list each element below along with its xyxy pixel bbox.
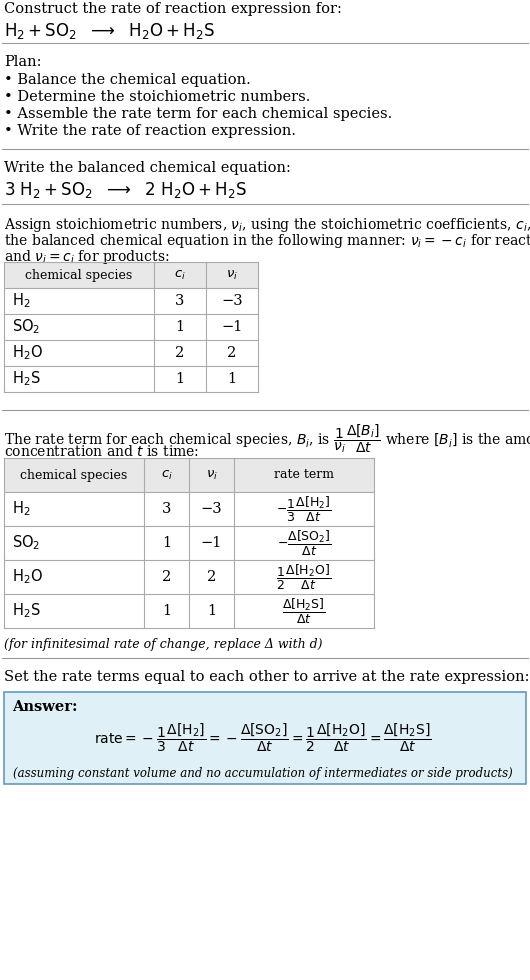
Text: −1: −1 xyxy=(222,320,243,334)
Text: Construct the rate of reaction expression for:: Construct the rate of reaction expressio… xyxy=(4,2,342,16)
Bar xyxy=(4,314,258,340)
Text: 1: 1 xyxy=(175,372,184,386)
Bar xyxy=(4,526,374,560)
Bar xyxy=(4,340,258,366)
Text: chemical species: chemical species xyxy=(20,468,128,481)
Text: $\mathrm{SO_2}$: $\mathrm{SO_2}$ xyxy=(12,534,40,553)
Text: $\mathrm{SO_2}$: $\mathrm{SO_2}$ xyxy=(12,318,40,336)
Text: rate term: rate term xyxy=(274,468,334,481)
Text: (for infinitesimal rate of change, replace Δ with d): (for infinitesimal rate of change, repla… xyxy=(4,638,322,651)
Text: $\nu_i$: $\nu_i$ xyxy=(206,468,217,481)
Text: $-\dfrac{1}{3}\dfrac{\Delta[\mathrm{H_2}]}{\Delta t}$: $-\dfrac{1}{3}\dfrac{\Delta[\mathrm{H_2}… xyxy=(276,495,332,523)
Text: Write the balanced chemical equation:: Write the balanced chemical equation: xyxy=(4,161,291,175)
Bar xyxy=(4,458,374,492)
Text: • Balance the chemical equation.: • Balance the chemical equation. xyxy=(4,73,251,87)
Text: −3: −3 xyxy=(201,502,222,516)
Text: $\mathrm{rate} = -\dfrac{1}{3}\dfrac{\Delta[\mathrm{H_2}]}{\Delta t} = -\dfrac{\: $\mathrm{rate} = -\dfrac{1}{3}\dfrac{\De… xyxy=(94,722,432,755)
Text: 2: 2 xyxy=(175,346,184,360)
Text: 2: 2 xyxy=(227,346,236,360)
Text: −1: −1 xyxy=(201,536,222,550)
Text: 1: 1 xyxy=(207,604,216,618)
Bar xyxy=(4,560,374,594)
Text: 2: 2 xyxy=(207,570,216,584)
Text: $-\dfrac{\Delta[\mathrm{SO_2}]}{\Delta t}$: $-\dfrac{\Delta[\mathrm{SO_2}]}{\Delta t… xyxy=(277,528,331,558)
Text: $\dfrac{1}{2}\dfrac{\Delta[\mathrm{H_2O}]}{\Delta t}$: $\dfrac{1}{2}\dfrac{\Delta[\mathrm{H_2O}… xyxy=(277,563,332,592)
Text: and $\nu_i = c_i$ for products:: and $\nu_i = c_i$ for products: xyxy=(4,248,170,266)
Text: $\mathrm{H_2}$: $\mathrm{H_2}$ xyxy=(12,292,31,311)
Text: $\mathrm{H_2O}$: $\mathrm{H_2O}$ xyxy=(12,344,43,363)
Text: 3: 3 xyxy=(175,294,184,308)
Bar xyxy=(4,692,526,784)
Text: • Determine the stoichiometric numbers.: • Determine the stoichiometric numbers. xyxy=(4,90,311,104)
Text: the balanced chemical equation in the following manner: $\nu_i = -c_i$ for react: the balanced chemical equation in the fo… xyxy=(4,232,530,250)
Text: $\mathrm{H_2S}$: $\mathrm{H_2S}$ xyxy=(12,602,41,620)
Text: Assign stoichiometric numbers, $\nu_i$, using the stoichiometric coefficients, $: Assign stoichiometric numbers, $\nu_i$, … xyxy=(4,216,530,234)
Text: 1: 1 xyxy=(162,604,171,618)
Text: 3: 3 xyxy=(162,502,171,516)
Text: $c_i$: $c_i$ xyxy=(174,269,186,281)
Text: (assuming constant volume and no accumulation of intermediates or side products): (assuming constant volume and no accumul… xyxy=(13,766,513,779)
Text: • Assemble the rate term for each chemical species.: • Assemble the rate term for each chemic… xyxy=(4,107,392,121)
Text: chemical species: chemical species xyxy=(25,269,132,281)
Bar xyxy=(4,594,374,628)
Text: • Write the rate of reaction expression.: • Write the rate of reaction expression. xyxy=(4,124,296,138)
Text: $c_i$: $c_i$ xyxy=(161,468,172,481)
Text: 2: 2 xyxy=(162,570,171,584)
Bar xyxy=(4,492,374,526)
Text: Answer:: Answer: xyxy=(12,700,77,714)
Text: Plan:: Plan: xyxy=(4,55,41,69)
Text: 1: 1 xyxy=(162,536,171,550)
Bar xyxy=(4,288,258,314)
Bar xyxy=(4,366,258,392)
Text: Set the rate terms equal to each other to arrive at the rate expression:: Set the rate terms equal to each other t… xyxy=(4,670,529,684)
Text: $\mathrm{H_2S}$: $\mathrm{H_2S}$ xyxy=(12,369,41,388)
Text: $\mathrm{H_2 + SO_2 \ \ \longrightarrow \ \ H_2O + H_2S}$: $\mathrm{H_2 + SO_2 \ \ \longrightarrow … xyxy=(4,21,215,41)
Text: 1: 1 xyxy=(175,320,184,334)
Text: $\mathrm{H_2O}$: $\mathrm{H_2O}$ xyxy=(12,567,43,586)
Text: −3: −3 xyxy=(221,294,243,308)
Bar xyxy=(4,262,258,288)
Text: $\dfrac{\Delta[\mathrm{H_2S}]}{\Delta t}$: $\dfrac{\Delta[\mathrm{H_2S}]}{\Delta t}… xyxy=(282,597,326,625)
Text: $\nu_i$: $\nu_i$ xyxy=(226,269,238,281)
Text: The rate term for each chemical species, $B_i$, is $\dfrac{1}{\nu_i}\dfrac{\Delt: The rate term for each chemical species,… xyxy=(4,422,530,455)
Text: 1: 1 xyxy=(227,372,236,386)
Text: $\mathrm{3\ H_2 + SO_2 \ \ \longrightarrow \ \ 2\ H_2O + H_2S}$: $\mathrm{3\ H_2 + SO_2 \ \ \longrightarr… xyxy=(4,180,247,200)
Text: $\mathrm{H_2}$: $\mathrm{H_2}$ xyxy=(12,500,31,518)
Text: concentration and $t$ is time:: concentration and $t$ is time: xyxy=(4,444,199,459)
